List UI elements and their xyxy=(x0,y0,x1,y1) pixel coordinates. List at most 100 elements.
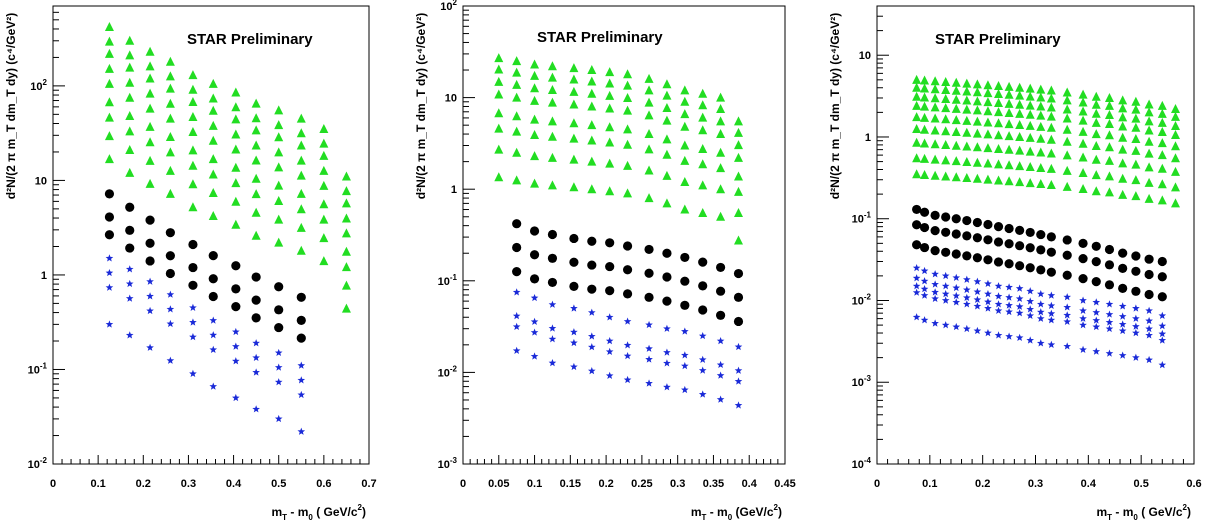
star-point xyxy=(274,414,283,423)
triangle-point xyxy=(733,235,743,245)
star-point xyxy=(530,293,539,302)
triangle-point xyxy=(1062,113,1072,123)
star-point xyxy=(941,290,950,298)
triangle-point xyxy=(547,116,557,126)
triangle-point xyxy=(188,70,198,80)
triangle-point xyxy=(941,77,951,87)
triangle-point xyxy=(912,124,922,134)
triangle-point xyxy=(274,162,284,172)
triangle-point xyxy=(972,79,982,89)
star-point xyxy=(1092,308,1101,316)
triangle-point xyxy=(274,196,284,206)
star-point xyxy=(1005,307,1013,316)
circle-point xyxy=(231,284,241,294)
circle-point xyxy=(912,220,922,230)
y-tick-label: 10-2 xyxy=(28,456,48,471)
triangle-point xyxy=(125,62,135,72)
triangle-point xyxy=(962,95,972,105)
triangle-point xyxy=(1104,142,1114,152)
star-point xyxy=(297,361,306,369)
triangle-point xyxy=(1131,145,1141,155)
triangle-point xyxy=(930,76,940,86)
triangle-point xyxy=(1036,133,1046,143)
triangle-point xyxy=(231,114,241,124)
triangle-point xyxy=(920,138,930,148)
triangle-point xyxy=(1015,120,1025,130)
star-point xyxy=(232,393,240,402)
star-point xyxy=(931,288,939,296)
triangle-point xyxy=(912,82,922,92)
triangle-point xyxy=(1025,120,1035,130)
triangle-point xyxy=(547,152,557,162)
circle-point xyxy=(231,301,241,312)
triangle-point xyxy=(1015,131,1025,141)
star-point xyxy=(1132,314,1140,322)
circle-point xyxy=(145,238,155,248)
circle-point xyxy=(680,276,690,286)
star-point xyxy=(548,335,557,343)
star-point xyxy=(166,290,175,298)
triangle-point xyxy=(1004,81,1014,91)
triangle-point xyxy=(920,101,930,111)
star-point xyxy=(125,294,134,302)
circle-point xyxy=(983,255,993,265)
triangle-point xyxy=(623,188,633,198)
triangle-point xyxy=(951,156,961,166)
circle-point xyxy=(1131,286,1141,296)
triangle-point xyxy=(941,114,951,124)
triangle-point xyxy=(1025,109,1035,119)
triangle-point xyxy=(165,113,175,123)
triangle-point xyxy=(569,133,579,143)
star-point xyxy=(698,355,707,363)
triangle-point xyxy=(662,115,672,125)
triangle-point xyxy=(1004,160,1014,170)
star-point xyxy=(994,331,1003,339)
plot-frame xyxy=(462,5,786,465)
triangle-point xyxy=(983,97,993,107)
circle-point xyxy=(1046,267,1056,277)
triangle-point xyxy=(1104,187,1114,197)
triangle-point xyxy=(104,97,114,107)
triangle-point xyxy=(208,78,218,88)
star-point xyxy=(252,368,260,376)
triangle-point xyxy=(920,112,930,122)
star-point xyxy=(570,362,578,371)
triangle-point xyxy=(341,280,351,290)
star-point xyxy=(146,343,154,351)
triangle-point xyxy=(1171,130,1181,140)
circle-point xyxy=(930,226,940,236)
triangle-point xyxy=(104,131,114,141)
star-point xyxy=(209,331,218,339)
triangle-point xyxy=(716,116,726,126)
triangle-point xyxy=(1046,85,1056,95)
triangle-point xyxy=(920,92,930,102)
star-point xyxy=(1036,290,1045,298)
triangle-point xyxy=(512,92,522,102)
triangle-point xyxy=(494,89,504,99)
triangle-point xyxy=(930,113,940,123)
triangle-point xyxy=(1144,99,1154,109)
star-point xyxy=(1145,331,1153,339)
circle-point xyxy=(1046,232,1056,242)
circle-point xyxy=(698,257,708,267)
triangle-point xyxy=(930,170,940,180)
circle-point xyxy=(165,251,175,261)
triangle-point xyxy=(994,175,1004,185)
triangle-point xyxy=(1144,148,1154,158)
x-tick-label: 0 xyxy=(460,478,466,490)
x-tick-label: 0 xyxy=(874,478,880,490)
triangle-point xyxy=(1004,107,1014,117)
circle-point xyxy=(1078,238,1088,248)
triangle-point xyxy=(912,112,922,122)
star-point xyxy=(623,317,632,325)
circle-point xyxy=(1004,259,1014,269)
star-point xyxy=(1063,293,1071,301)
star-point xyxy=(189,333,197,341)
star-point xyxy=(941,321,950,329)
triangle-point xyxy=(125,167,135,177)
triangle-point xyxy=(1091,117,1101,127)
circle-point xyxy=(605,261,615,272)
triangle-point xyxy=(1004,144,1014,154)
circle-point xyxy=(231,261,241,271)
star-point xyxy=(1105,349,1114,357)
